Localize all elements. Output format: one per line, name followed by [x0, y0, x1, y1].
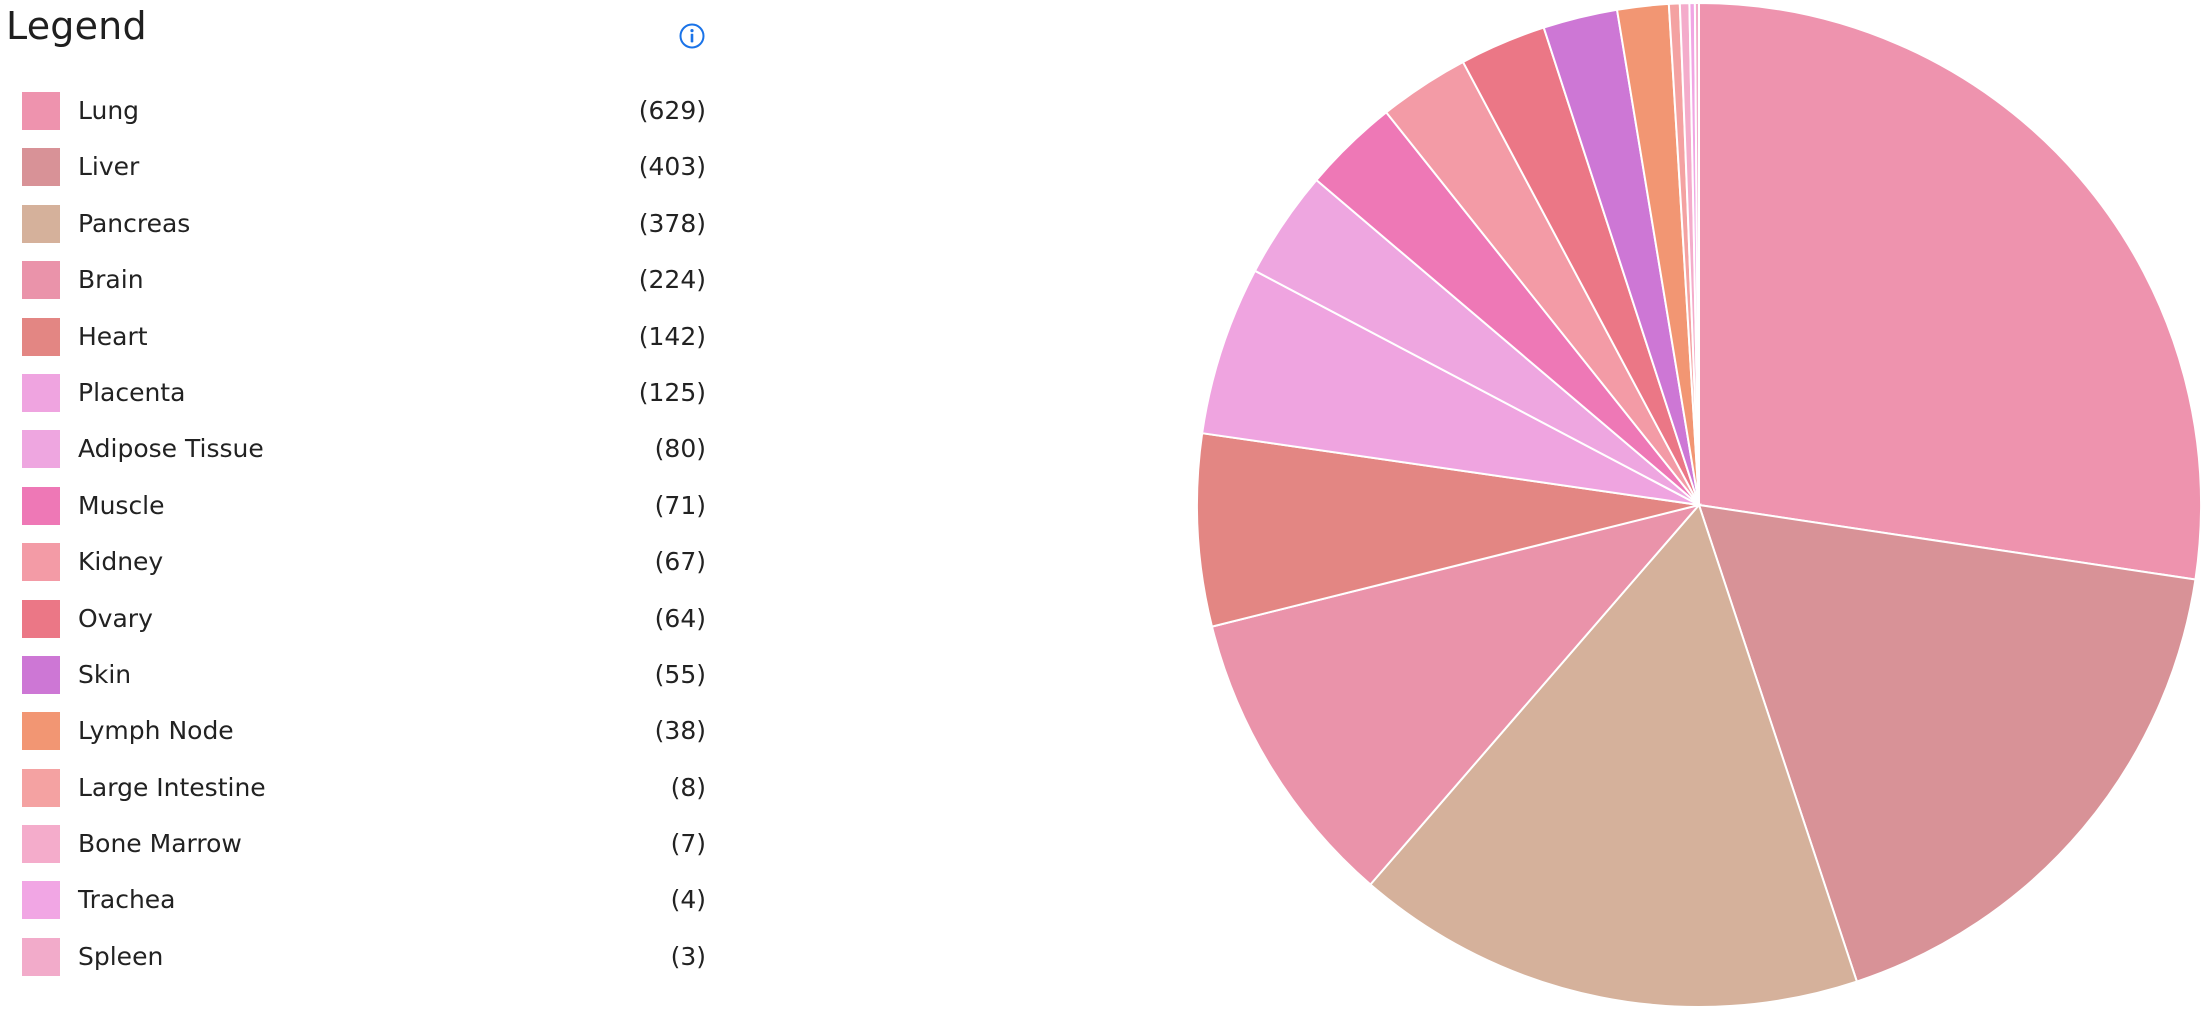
legend-label: Brain — [78, 265, 144, 295]
legend-swatch — [22, 768, 60, 807]
legend-count: (4) — [670, 885, 706, 915]
legend-swatch — [22, 373, 60, 412]
legend-panel: Legend Lung (629) Liver (403) Pancreas (378) B… — [0, 0, 720, 1016]
legend-label: Adipose Tissue — [78, 434, 264, 464]
legend-label: Lymph Node — [78, 716, 234, 746]
legend-count: (55) — [654, 659, 706, 689]
legend-swatch — [22, 486, 60, 525]
legend-label: Bone Marrow — [78, 829, 242, 859]
pie-slice-spleen[interactable] — [1693, 1, 1700, 506]
legend-item[interactable]: Spleen (3) — [0, 937, 720, 994]
pie-slice-heart[interactable] — [1196, 432, 1700, 628]
legend-item[interactable]: Pancreas (378) — [0, 204, 720, 261]
legend-count: (3) — [670, 941, 706, 971]
legend-label: Skin — [78, 659, 132, 689]
legend-swatch — [22, 881, 60, 920]
legend-swatch — [22, 599, 60, 638]
legend-count: (38) — [654, 716, 706, 746]
legend-label: Liver — [78, 152, 140, 182]
legend-item[interactable]: Muscle (71) — [0, 486, 720, 543]
pie-slice-liver[interactable] — [1697, 503, 2197, 983]
legend-count: (67) — [654, 547, 706, 577]
legend-item[interactable]: Ovary (64) — [0, 599, 720, 656]
legend-count: (64) — [654, 603, 706, 633]
legend-label: Kidney — [78, 547, 164, 577]
legend-label: Pancreas — [78, 208, 191, 238]
pie-slice-pancreas[interactable] — [1368, 503, 1859, 1008]
legend-count: (629) — [638, 96, 706, 125]
legend-item[interactable]: Kidney (67) — [0, 543, 720, 599]
legend-label: Placenta — [78, 377, 186, 407]
legend-swatch — [22, 204, 60, 243]
legend-count: (403) — [638, 152, 706, 182]
pie-chart — [1180, 0, 2204, 1016]
legend-item[interactable]: Brain (224) — [0, 261, 720, 317]
legend-label: Trachea — [78, 885, 176, 915]
legend-item[interactable]: Heart (142) — [0, 317, 720, 374]
legend-label: Ovary — [78, 603, 153, 633]
legend-swatch — [22, 92, 60, 130]
legend-count: (7) — [670, 829, 706, 859]
legend-swatch — [22, 825, 60, 864]
legend-count: (224) — [638, 265, 706, 295]
legend-item[interactable]: Bone Marrow (7) — [0, 825, 720, 881]
legend-count: (71) — [654, 490, 706, 520]
legend-count: (125) — [638, 377, 706, 407]
pie-slice-brain[interactable] — [1210, 503, 1702, 886]
pie-chart-svg — [1196, 1, 2203, 1008]
legend-title: Legend — [6, 4, 147, 48]
legend-swatch — [22, 655, 60, 694]
legend-item[interactable]: Liver (403) — [0, 148, 720, 204]
legend-count: (378) — [638, 208, 706, 238]
legend-item[interactable]: Lung (629) — [0, 92, 720, 148]
legend-count: (142) — [638, 321, 706, 351]
legend-item[interactable]: Adipose Tissue (80) — [0, 430, 720, 486]
legend-swatch — [22, 261, 60, 300]
legend-label: Spleen — [78, 941, 164, 971]
legend-item[interactable]: Large Intestine (8) — [0, 768, 720, 825]
legend-swatch — [22, 430, 60, 469]
legend-swatch — [22, 148, 60, 187]
legend-swatch — [22, 317, 60, 356]
legend-label: Lung — [78, 96, 140, 125]
legend-item[interactable]: Placenta (125) — [0, 373, 720, 430]
legend-swatch — [22, 543, 60, 582]
legend-swatch — [22, 712, 60, 751]
legend-label: Large Intestine — [78, 772, 266, 802]
legend-item[interactable]: Skin (55) — [0, 655, 720, 712]
legend-count: (8) — [670, 772, 706, 802]
legend-item[interactable]: Trachea (4) — [0, 881, 720, 937]
info-circle-icon[interactable] — [678, 22, 706, 50]
legend-label: Heart — [78, 321, 148, 351]
legend-list: Lung (629) Liver (403) Pancreas (378) Brain (22… — [0, 92, 720, 994]
legend-count: (80) — [654, 434, 706, 464]
legend-swatch — [22, 937, 60, 976]
legend-item[interactable]: Lymph Node (38) — [0, 712, 720, 768]
pie-slice-placenta[interactable] — [1201, 269, 1700, 506]
pie-slice-lung[interactable] — [1698, 1, 2203, 581]
legend-label: Muscle — [78, 490, 165, 520]
